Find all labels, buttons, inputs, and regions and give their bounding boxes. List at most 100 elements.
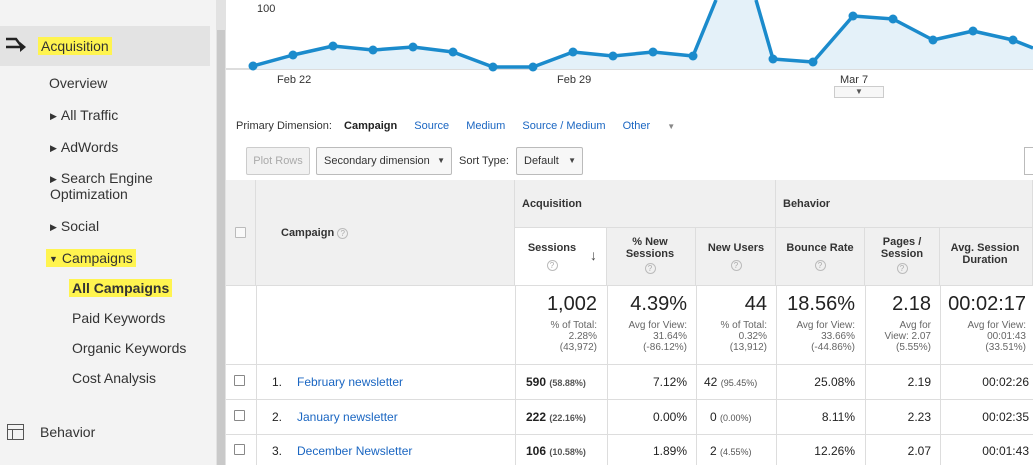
chart-point: [848, 11, 858, 21]
total-new-users: 44: [744, 293, 767, 315]
sidebar-item-all-campaigns[interactable]: All Campaigns: [69, 279, 173, 297]
chart-svg: 100 Feb 22 Feb 29 Mar 7: [226, 0, 1033, 86]
sidebar-item-paid-keywords[interactable]: Paid Keywords: [72, 310, 166, 326]
sidebar-item-organic-keywords[interactable]: Organic Keywords: [72, 340, 187, 356]
header-pct-new-cell[interactable]: [607, 228, 696, 286]
sort-type-label: Sort Type:: [459, 155, 509, 167]
sidebar-item-overview[interactable]: Overview: [49, 75, 108, 91]
total-new-users-detail: % of Total: 0.32% (13,912): [720, 320, 767, 353]
sidebar-item-behavior[interactable]: Behavior: [40, 424, 96, 440]
header-bounce-cell[interactable]: [776, 228, 865, 286]
help-icon[interactable]: ?: [730, 260, 742, 271]
primary-dimension-label: Primary Dimension:: [236, 120, 332, 132]
sidebar-item-campaigns[interactable]: ▼ Campaigns: [46, 249, 136, 267]
campaign-header[interactable]: Campaign ?: [281, 227, 349, 239]
chevron-down-icon: ▼: [855, 87, 863, 96]
total-duration-detail: Avg for View: 00:01:43 (33.51%): [967, 320, 1026, 353]
primary-dimension-bar: Primary Dimension: Campaign Source Mediu…: [236, 120, 703, 132]
row-bounce: 25.08%: [814, 375, 855, 389]
sessions-chart[interactable]: 100 Feb 22 Feb 29 Mar 7: [226, 0, 1033, 100]
chart-resize-handle[interactable]: ▼: [834, 86, 884, 98]
campaign-link[interactable]: December Newsletter: [297, 444, 413, 458]
campaign-link[interactable]: February newsletter: [297, 375, 404, 389]
header-new-users-cell[interactable]: [696, 228, 776, 286]
pct-new-sessions-header[interactable]: % New Sessions?: [625, 236, 675, 274]
dimension-source-medium[interactable]: Source / Medium: [522, 120, 606, 132]
sort-type-dropdown[interactable]: Default ▼: [516, 147, 583, 175]
sidebar-item-all-traffic[interactable]: ▶ All Traffic: [50, 107, 119, 123]
secondary-dimension-dropdown[interactable]: Secondary dimension ▼: [316, 147, 452, 175]
row-pages: 2.07: [907, 444, 931, 458]
row-checkbox[interactable]: [234, 410, 245, 421]
dimension-campaign[interactable]: Campaign: [344, 120, 398, 132]
total-sessions-detail: % of Total: 2.28% (43,972): [550, 320, 597, 353]
dimension-other[interactable]: Other ▼: [622, 120, 676, 132]
chart-point: [928, 35, 938, 45]
total-duration: 00:02:17: [948, 293, 1026, 315]
help-icon[interactable]: ?: [644, 263, 656, 274]
help-icon[interactable]: ?: [896, 263, 908, 274]
avg-session-header[interactable]: Avg. Session Duration: [950, 242, 1020, 266]
behavior-icon: [7, 424, 24, 440]
caret-right-icon: ▶: [50, 111, 57, 121]
chart-point: [808, 57, 818, 67]
row-bounce: 12.26%: [814, 444, 855, 458]
row-new-users: 2 (4.55%): [710, 444, 752, 458]
new-users-header[interactable]: New Users?: [707, 242, 765, 271]
sidebar-item-social[interactable]: ▶ Social: [50, 218, 100, 234]
row-number: 3.: [272, 444, 283, 458]
sidebar-scrollbar-thumb[interactable]: [217, 30, 225, 465]
help-icon[interactable]: ?: [337, 228, 349, 239]
dimension-source[interactable]: Source: [414, 120, 450, 132]
caret-right-icon: ▶: [50, 222, 57, 232]
select-all-checkbox[interactable]: [235, 227, 246, 238]
chart-y-tick: 100: [257, 3, 275, 15]
chart-point: [248, 61, 258, 71]
total-bounce: 18.56%: [787, 293, 855, 315]
chart-point: [648, 47, 658, 57]
chart-point: [768, 54, 778, 64]
search-input-edge[interactable]: [1024, 147, 1033, 175]
header-sessions-cell[interactable]: [515, 228, 607, 286]
help-icon[interactable]: ?: [814, 260, 826, 271]
chart-point: [888, 14, 898, 24]
dropdown-arrow-icon: ▼: [568, 156, 576, 165]
row-duration: 00:02:35: [982, 410, 1029, 424]
pages-session-header[interactable]: Pages / Session?: [880, 236, 924, 274]
chart-point: [328, 41, 338, 51]
row-pct-new: 0.00%: [652, 410, 687, 424]
sidebar-label-acquisition[interactable]: Acquisition: [38, 37, 112, 55]
campaign-link[interactable]: January newsletter: [297, 410, 398, 424]
header-pages-cell[interactable]: [865, 228, 940, 286]
sessions-header[interactable]: Sessions?: [527, 242, 577, 271]
sidebar-item-cost-analysis[interactable]: Cost Analysis: [72, 370, 157, 386]
total-pages-detail: Avg for View: 2.07 (5.55%): [884, 320, 931, 353]
chart-point: [608, 51, 618, 61]
chart-points: [248, 11, 1018, 72]
sidebar-item-adwords[interactable]: ▶ AdWords: [50, 139, 119, 155]
header-duration-cell[interactable]: [940, 228, 1033, 286]
chart-point: [968, 26, 978, 36]
bounce-rate-header[interactable]: Bounce Rate?: [786, 242, 854, 271]
total-sessions: 1,002: [546, 293, 597, 315]
chart-x-label-feb22: Feb 22: [277, 74, 311, 86]
chart-point: [568, 47, 578, 57]
row-pct-new: 1.89%: [652, 444, 687, 458]
plot-rows-button[interactable]: Plot Rows: [246, 147, 310, 175]
help-icon[interactable]: ?: [546, 260, 558, 271]
header-campaign-cell: [256, 180, 515, 286]
dimension-medium[interactable]: Medium: [466, 120, 506, 132]
sort-arrow-down-icon[interactable]: ↓: [590, 247, 597, 263]
header-behavior-group: [776, 180, 1033, 228]
sidebar-item-seo[interactable]: ▶ Search Engine Optimization: [50, 170, 153, 202]
row-checkbox[interactable]: [234, 444, 245, 455]
acquisition-group-title: Acquisition: [522, 198, 582, 210]
row-new-users: 0 (0.00%): [710, 410, 752, 424]
total-pct-new: 4.39%: [630, 293, 687, 315]
chart-point: [488, 62, 498, 72]
acquisition-icon: [6, 37, 26, 52]
total-pages: 2.18: [892, 293, 931, 315]
row-pages: 2.19: [907, 375, 931, 389]
row-checkbox[interactable]: [234, 375, 245, 386]
